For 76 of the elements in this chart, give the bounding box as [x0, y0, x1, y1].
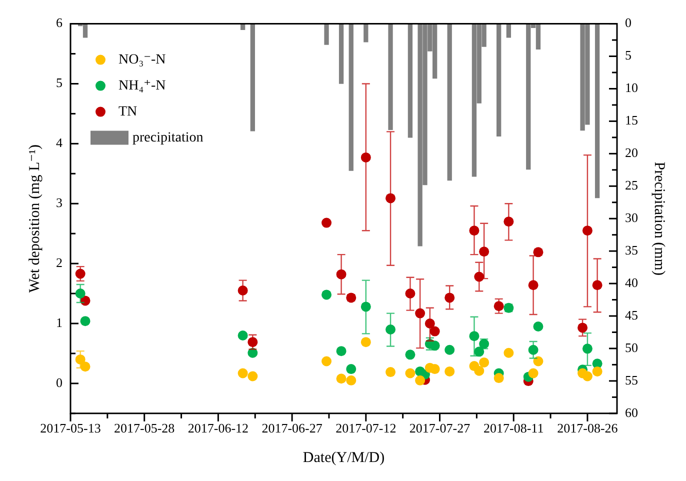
point — [238, 368, 248, 378]
y2-tick-label: 55 — [625, 372, 638, 388]
point — [322, 356, 332, 366]
point — [479, 357, 490, 368]
y2-tick-label: 15 — [625, 112, 638, 128]
bar — [324, 24, 329, 45]
x-tick-label: 2017-08-26 — [557, 420, 618, 436]
legend-label: NH₄⁺-N — [118, 78, 166, 94]
y2-tick-label: 25 — [625, 178, 638, 193]
point — [322, 290, 332, 300]
point — [444, 366, 455, 376]
y-tick-label: 1 — [56, 314, 62, 330]
y-tick-label: 2 — [56, 254, 62, 270]
y2-tick-label: 0 — [625, 15, 632, 30]
point — [528, 368, 538, 378]
point — [322, 218, 332, 228]
point — [405, 350, 416, 360]
y-axis-title: Wet deposition (mg L⁻¹) — [26, 144, 43, 293]
bar — [496, 24, 502, 136]
y2-tick-label: 5 — [625, 48, 632, 63]
x-tick-label: 2017-08-11 — [484, 420, 544, 436]
y-tick-label: 6 — [56, 15, 63, 30]
bar — [250, 24, 255, 132]
x-tick-label: 2017-07-12 — [336, 420, 396, 436]
legend-label: precipitation — [132, 130, 204, 146]
bar — [506, 24, 512, 38]
y-tick-label: 5 — [56, 75, 62, 90]
x-tick-label: 2017-07-27 — [409, 420, 471, 436]
y2-tick-label: 45 — [625, 307, 638, 322]
bar — [348, 24, 354, 171]
point — [80, 316, 90, 326]
x-axis-title: Date(Y/M/D) — [302, 450, 385, 466]
y2-tick-label: 20 — [625, 145, 638, 160]
point — [474, 366, 484, 376]
point — [360, 337, 371, 348]
y2-tick-label: 10 — [625, 80, 638, 96]
legend-label: NO₃⁻-N — [118, 52, 166, 68]
x-tick-label: 2017-05-28 — [114, 420, 175, 436]
y-tick-label: 0 — [56, 374, 62, 390]
point — [346, 364, 356, 374]
point — [494, 373, 504, 384]
point — [582, 371, 592, 382]
bar — [338, 24, 344, 84]
y2-tick-label: 30 — [625, 210, 638, 226]
point — [533, 321, 544, 332]
point — [592, 366, 602, 376]
point — [386, 367, 396, 378]
point — [415, 375, 426, 386]
point — [444, 344, 455, 355]
y-tick-label: 4 — [56, 135, 63, 150]
bar — [408, 24, 413, 138]
y-tick-label: 3 — [56, 195, 62, 210]
point — [430, 326, 440, 336]
point — [238, 330, 248, 340]
point — [248, 371, 258, 382]
point — [336, 346, 346, 356]
x-tick-label: 2017-06-27 — [262, 420, 323, 436]
point — [430, 340, 440, 351]
x-tick-label: 2017-05-13 — [40, 420, 101, 436]
legend-label: TN — [118, 104, 138, 120]
y2-tick-label: 35 — [625, 242, 638, 258]
point — [533, 356, 544, 366]
bar — [594, 24, 600, 198]
y2-axis-title: Precipitation (mm) — [651, 162, 668, 276]
point — [430, 364, 440, 374]
point — [346, 375, 356, 386]
bar — [364, 24, 368, 42]
y2-tick-label: 60 — [625, 404, 638, 420]
x-tick-label: 2017-06-12 — [188, 420, 249, 436]
y2-tick-label: 50 — [625, 340, 638, 355]
bar — [388, 24, 393, 130]
bar — [447, 24, 452, 181]
point — [336, 374, 346, 384]
point — [504, 348, 514, 358]
y2-tick-label: 40 — [625, 274, 638, 290]
point — [405, 368, 416, 378]
